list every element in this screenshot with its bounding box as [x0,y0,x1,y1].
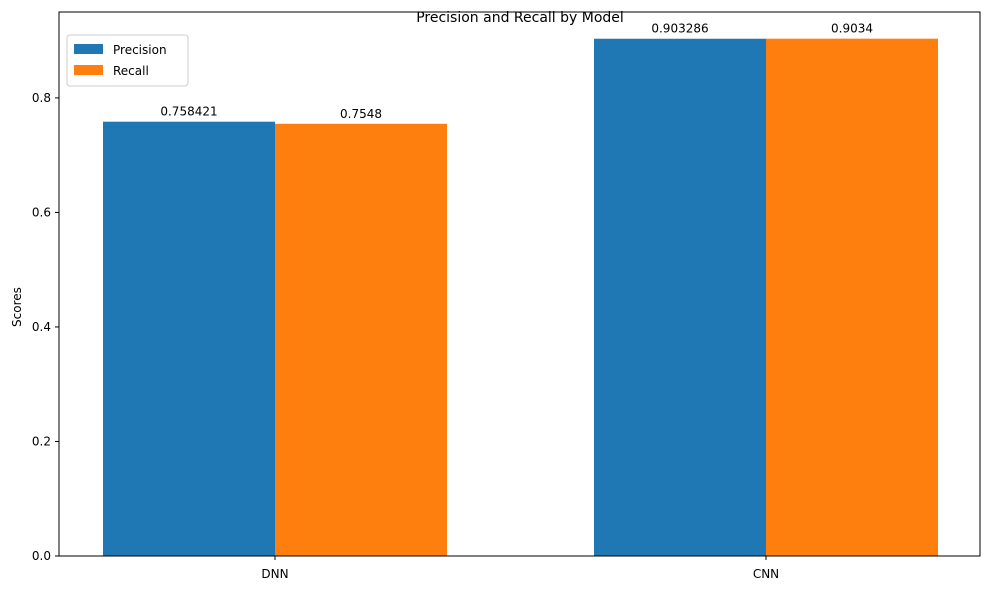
plot-frame [58,11,981,557]
data-label-recall-cnn: 0.9034 [831,22,873,36]
bar-recall-dnn [275,123,447,557]
legend-label-precision: Precision [113,43,167,57]
legend-label-recall: Recall [113,64,149,78]
bar-precision-cnn [594,38,766,556]
data-label-precision-dnn: 0.758421 [160,105,217,119]
data-label-precision-cnn: 0.903286 [651,22,708,36]
chart-title: Precision and Recall by Model [416,10,624,26]
x-axis-ticks: DNN CNN [261,556,779,581]
y-tick-label: 0.8 [32,91,51,105]
x-tick-label-dnn: DNN [261,567,288,581]
y-tick-label: 0.6 [32,205,51,219]
legend-swatch-recall [74,65,103,75]
bars-group [103,38,938,557]
data-label-recall-dnn: 0.7548 [340,107,382,121]
x-tick-label-cnn: CNN [753,567,779,581]
legend-swatch-precision [74,44,103,54]
y-tick-label: 0.2 [32,434,51,448]
y-tick-label: 0.4 [32,320,51,334]
bar-precision-dnn [103,121,275,556]
bar-recall-cnn [766,38,938,556]
y-tick-label: 0.0 [32,549,51,563]
data-labels-group: 0.758421 0.7548 0.903286 0.9034 [160,22,873,121]
y-axis-label: Scores [10,287,24,327]
legend: Precision Recall [66,34,189,87]
y-axis-ticks: 0.0 0.2 0.4 0.6 0.8 [32,91,59,563]
